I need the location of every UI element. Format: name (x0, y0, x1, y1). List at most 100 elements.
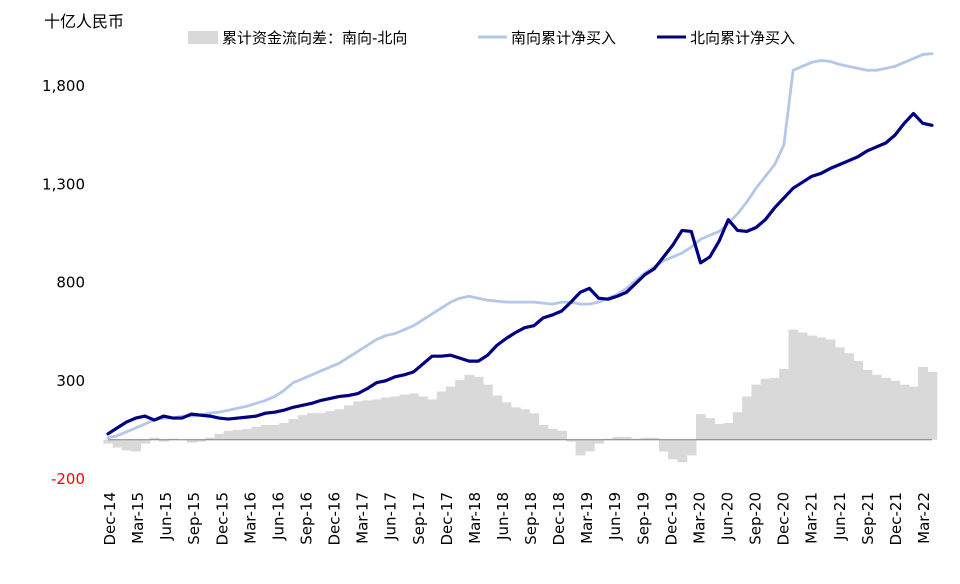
flow-difference-bar (908, 386, 919, 440)
x-tick-label: Jun-18 (494, 492, 512, 541)
flow-difference-bar (881, 377, 891, 440)
flow-difference-bar (779, 368, 790, 440)
flow-difference-bar (899, 384, 910, 440)
flow-difference-bar (353, 401, 364, 440)
flow-difference-bar (557, 430, 567, 440)
flow-difference-bar (399, 394, 410, 440)
x-tick-label: Dec-19 (662, 492, 680, 546)
x-tick-label: Sep-19 (634, 492, 652, 545)
flow-difference-bar (723, 423, 734, 440)
x-tick-label: Mar-18 (466, 492, 484, 544)
flow-difference-bar (390, 396, 401, 440)
y-tick-label: 1,300 (42, 175, 85, 193)
flow-difference-bar (797, 332, 808, 440)
flow-difference-bar (584, 439, 595, 452)
flow-difference-bar (445, 386, 456, 440)
flow-difference-bar (344, 405, 354, 440)
flow-difference-bar (816, 337, 827, 440)
x-tick-label: Sep-17 (410, 492, 428, 545)
flow-difference-bar (140, 439, 151, 444)
y-tick-label: -200 (51, 470, 85, 488)
flow-difference-bar (788, 329, 799, 440)
legend-label-flow-difference: 累计资金流向差：南向-北向 (222, 29, 407, 47)
flow-difference-bar (751, 384, 762, 440)
flow-difference-bar (214, 433, 225, 440)
legend: 累计资金流向差：南向-北向 南向累计净买入 北向累计净买入 (188, 29, 795, 47)
x-tick-label: Mar-17 (354, 492, 372, 544)
flow-difference-bar (242, 428, 253, 440)
x-tick-label: Mar-20 (690, 492, 708, 544)
flow-difference-bar (121, 439, 132, 451)
x-tick-label: Jun-16 (269, 492, 287, 541)
flow-difference-bar (279, 423, 290, 440)
flow-difference-bar (529, 413, 540, 440)
flow-difference-bar (640, 437, 651, 440)
flow-difference-bar (705, 418, 716, 440)
flow-difference-bar (316, 413, 327, 440)
flow-difference-bar (760, 378, 771, 440)
southbound-line (106, 52, 934, 440)
y-axis-unit-label: 十亿人民币 (44, 12, 124, 31)
x-tick-label: Mar-22 (915, 492, 933, 544)
flow-difference-bar (695, 414, 706, 440)
flow-difference-bar (844, 353, 854, 440)
flow-difference-bar (325, 411, 336, 440)
flow-difference-bar (621, 436, 632, 440)
x-tick-label: Mar-15 (129, 492, 147, 544)
flow-difference-area-layer (103, 329, 938, 463)
flow-difference-bar (260, 424, 271, 440)
x-tick-label: Sep-15 (185, 492, 203, 545)
line-layer (106, 52, 934, 440)
flow-difference-bar (103, 439, 114, 444)
flow-difference-bar (575, 439, 586, 456)
x-tick-label: Dec-18 (550, 492, 568, 546)
flow-difference-bar (362, 400, 373, 440)
x-tick-label: Dec-17 (438, 492, 456, 546)
flow-difference-bar (547, 428, 558, 440)
flow-difference-bar (862, 369, 873, 440)
northbound-line (106, 111, 934, 436)
x-axis: Dec-14 Mar-15 Jun-15 Sep-15 Dec-15 Mar-16 Jun-… (101, 439, 933, 546)
flow-difference-bar (427, 399, 438, 440)
x-tick-label: Mar-21 (803, 492, 821, 544)
x-tick-label: Jun-19 (606, 492, 624, 541)
x-tick-label: Sep-21 (859, 492, 877, 545)
flow-difference-bar (807, 335, 817, 440)
flow-difference-bar (270, 424, 280, 440)
flow-difference-bar (195, 439, 206, 442)
flow-difference-bar (853, 361, 864, 440)
x-tick-label: Jun-15 (157, 492, 175, 541)
x-tick-label: Dec-21 (887, 492, 905, 546)
y-tick-label: 800 (56, 274, 85, 292)
flow-difference-bar (658, 439, 669, 452)
flow-difference-bar (186, 439, 197, 443)
flow-difference-bar (612, 436, 623, 440)
flow-difference-bar (492, 395, 503, 440)
flow-difference-bar (566, 439, 577, 442)
y-axis-ticks: -200 300 800 1,300 1,800 (42, 77, 85, 488)
flow-difference-bar (520, 409, 530, 440)
x-tick-label: Dec-15 (213, 492, 231, 546)
flow-difference-bar (742, 396, 753, 440)
x-tick-label: Sep-16 (297, 492, 315, 545)
flow-difference-bar (223, 430, 234, 440)
flow-difference-bar (594, 439, 604, 444)
x-tick-label: Dec-16 (326, 492, 344, 546)
flow-difference-bar (408, 393, 419, 440)
y-tick-label: 300 (56, 372, 85, 390)
flow-difference-bar (890, 380, 901, 440)
flow-difference-bar (464, 374, 475, 440)
flow-difference-bar (871, 374, 882, 440)
flow-difference-bar (677, 439, 688, 463)
x-tick-label: Dec-20 (775, 492, 793, 546)
flow-difference-bar (482, 384, 493, 440)
x-tick-label: Sep-20 (747, 492, 765, 545)
flow-difference-bar (834, 347, 845, 440)
flow-difference-bar (158, 439, 169, 442)
flow-difference-bar (927, 371, 938, 440)
flow-difference-bar (538, 424, 549, 440)
flow-difference-bar (288, 419, 299, 440)
flow-difference-bar (371, 399, 382, 440)
flow-difference-bar (501, 402, 512, 440)
